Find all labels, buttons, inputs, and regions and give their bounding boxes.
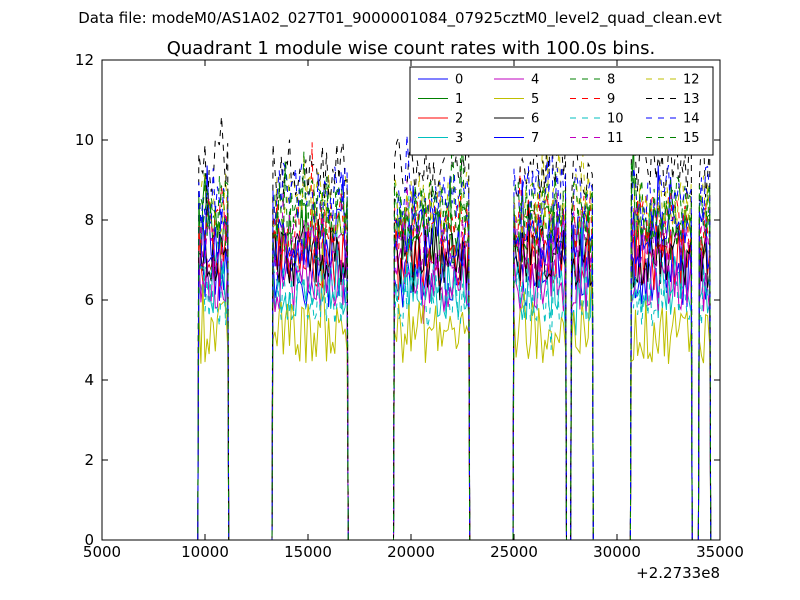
legend-label-1: 1	[455, 92, 463, 107]
x-offset-label: +2.2733e8	[636, 564, 720, 582]
series-layer	[192, 85, 712, 540]
legend-label-12: 12	[683, 73, 700, 88]
legend-label-10: 10	[607, 112, 624, 127]
series-line-4	[192, 226, 712, 540]
legend-label-5: 5	[531, 92, 539, 107]
legend-label-11: 11	[607, 131, 624, 146]
legend-label-15: 15	[683, 131, 700, 146]
x-tick-label: 20000	[387, 543, 435, 561]
y-tick-label: 12	[75, 51, 94, 69]
series-line-9	[192, 142, 712, 540]
x-tick-label: 15000	[284, 543, 332, 561]
legend-label-6: 6	[531, 112, 539, 127]
legend-label-4: 4	[531, 73, 539, 88]
y-tick-label: 8	[84, 211, 94, 229]
legend-label-14: 14	[683, 112, 700, 127]
y-tick-label: 0	[84, 531, 94, 549]
x-tick-label: 10000	[181, 543, 229, 561]
legend-label-3: 3	[455, 131, 463, 146]
series-line-14	[192, 101, 712, 540]
legend-label-13: 13	[683, 92, 700, 107]
series-line-13	[192, 85, 712, 540]
legend-label-7: 7	[531, 131, 539, 146]
legend-label-9: 9	[607, 92, 615, 107]
series-line-5	[192, 240, 712, 540]
y-tick-label: 4	[84, 371, 94, 389]
series-line-8	[192, 158, 712, 540]
series-line-1	[192, 138, 712, 540]
x-tick-label: 25000	[490, 543, 538, 561]
figure-suptitle: Data file: modeM0/AS1A02_027T01_90000010…	[78, 9, 722, 27]
x-tick-label: 30000	[593, 543, 641, 561]
chart-title: Quadrant 1 module wise count rates with …	[167, 38, 656, 59]
series-line-15	[192, 118, 712, 540]
legend-box	[409, 66, 714, 156]
y-tick-label: 6	[84, 291, 94, 309]
x-tick-label: 5000	[83, 543, 121, 561]
ticks-layer: 5000 10000 15000 20000 25000 30000 35000 0 2 4 6 8 1…	[75, 51, 744, 561]
y-tick-label: 10	[75, 131, 94, 149]
series-line-11	[192, 179, 712, 540]
y-tick-label: 2	[84, 451, 94, 469]
x-tick-label: 35000	[696, 543, 744, 561]
legend-label-2: 2	[455, 112, 463, 127]
series-line-6	[192, 200, 712, 540]
legend-label-8: 8	[607, 73, 615, 88]
legend-label-0: 0	[455, 73, 463, 88]
